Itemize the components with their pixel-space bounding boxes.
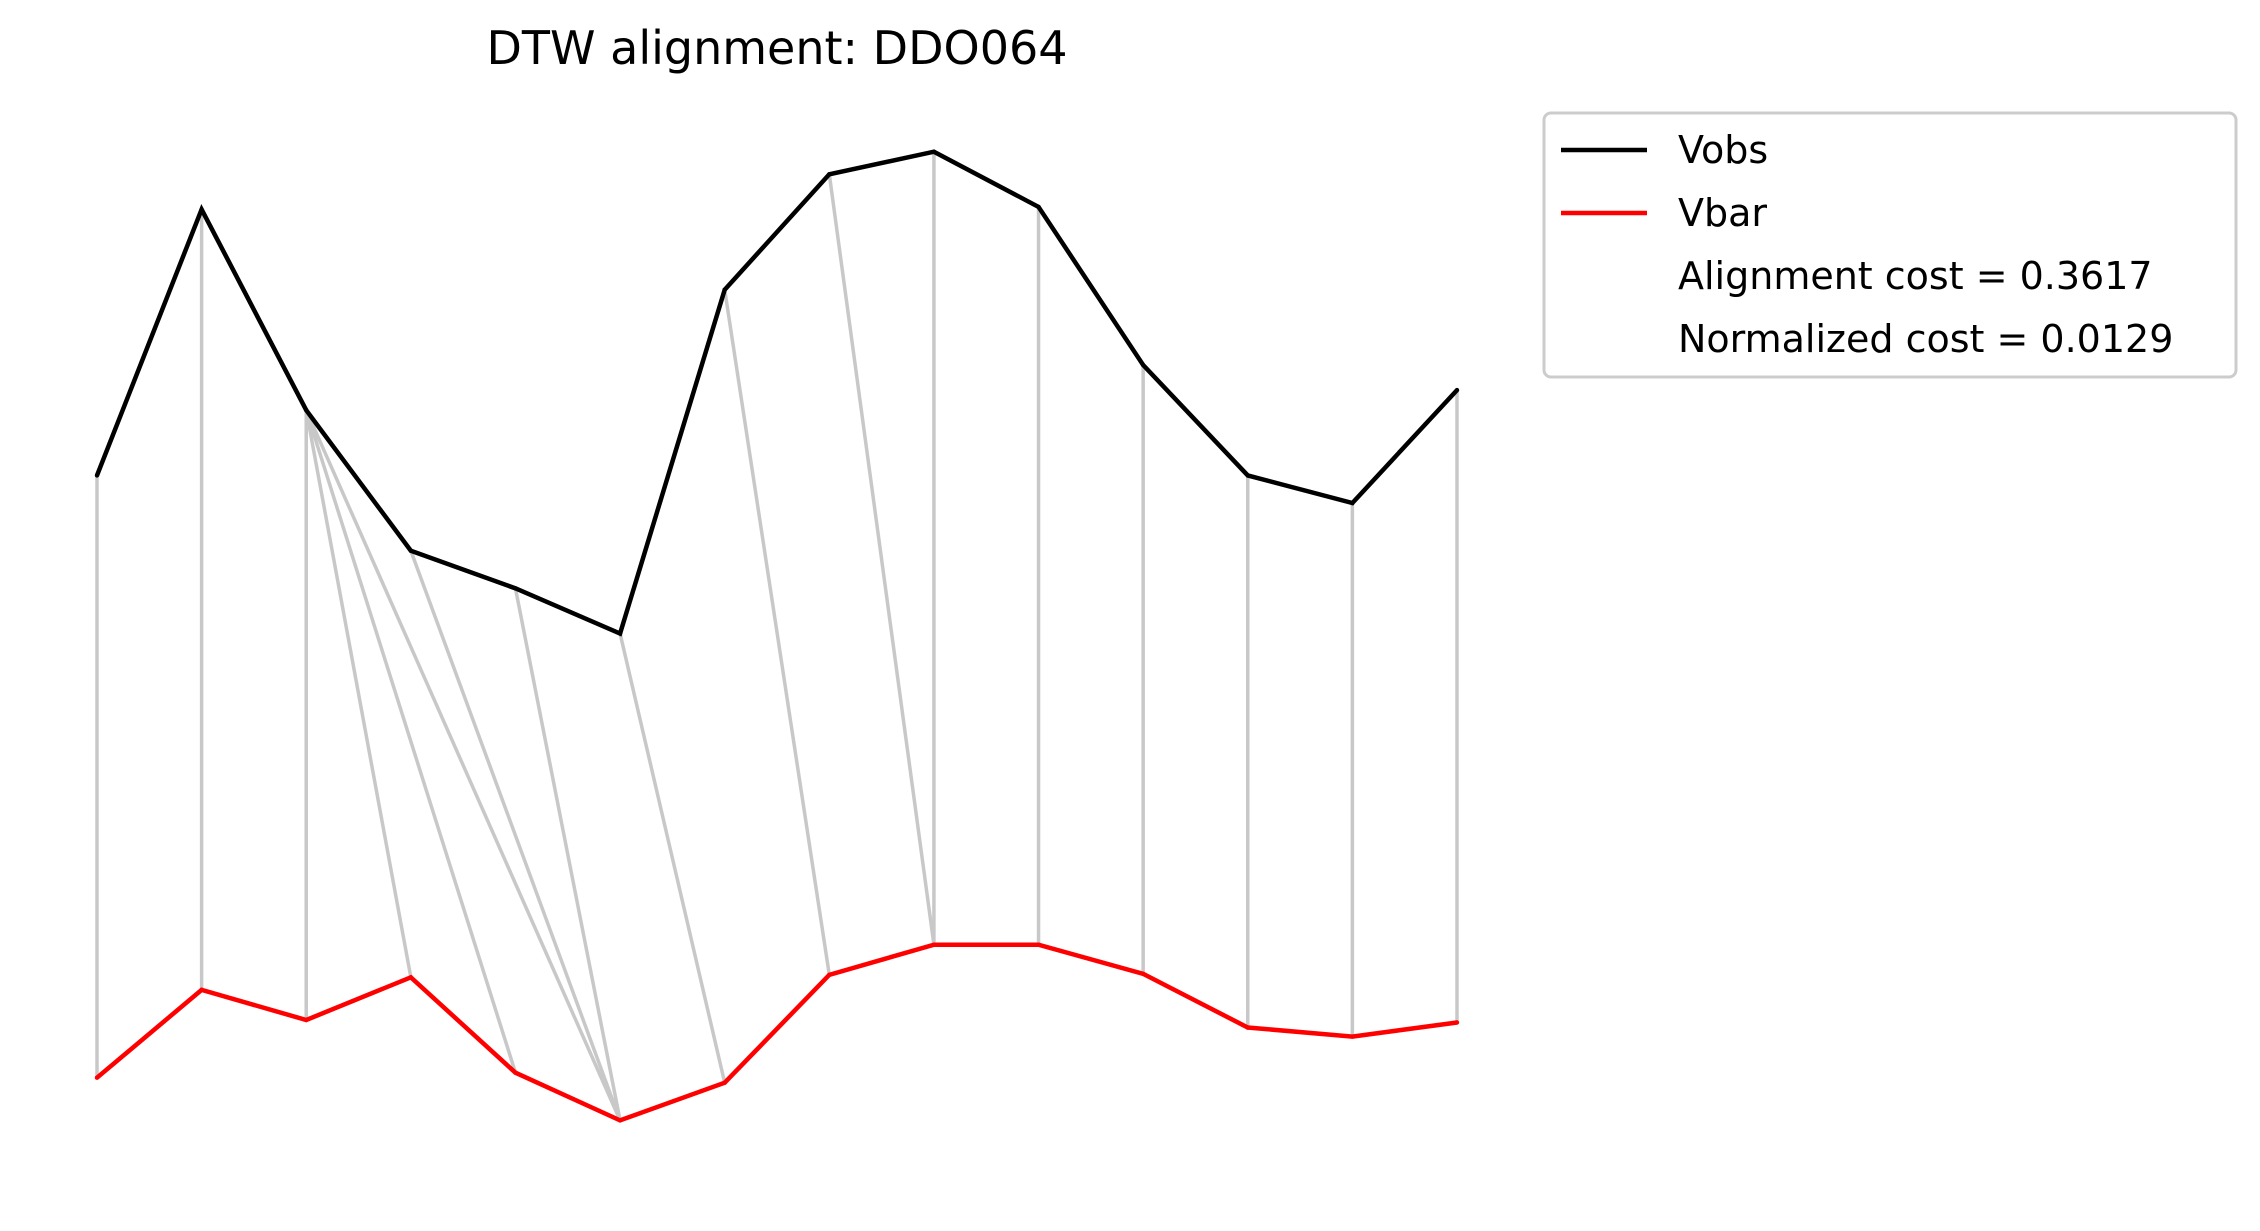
data-point-vbar-7 bbox=[827, 972, 832, 978]
data-point-vobs-13 bbox=[1454, 387, 1460, 393]
data-point-vobs-5 bbox=[617, 631, 623, 636]
data-point-vobs-11 bbox=[1245, 473, 1250, 478]
legend-label-2: Alignment cost = 0.3617 bbox=[1678, 254, 2153, 298]
series-lines bbox=[94, 149, 1460, 1123]
alignment-line-2-4 bbox=[304, 409, 518, 1074]
data-point-vbar-0 bbox=[94, 1075, 100, 1080]
legend-entries: Vobs Vbar Alignment cost = 0.3617 Normalize… bbox=[1561, 128, 2173, 361]
alignment-line-2-3 bbox=[304, 409, 413, 978]
data-point-vbar-5 bbox=[617, 1118, 623, 1123]
data-point-vbar-1 bbox=[199, 987, 204, 993]
data-point-vbar-13 bbox=[1454, 1020, 1460, 1025]
data-point-vobs-1 bbox=[199, 207, 204, 212]
data-point-vobs-12 bbox=[1350, 500, 1355, 506]
data-point-vobs-7 bbox=[827, 172, 832, 177]
data-point-vbar-9 bbox=[1036, 942, 1041, 947]
data-point-vobs-4 bbox=[513, 586, 518, 591]
chart-title: DTW alignment: DDO064 bbox=[487, 21, 1068, 75]
data-point-vbar-4 bbox=[513, 1070, 518, 1075]
legend: Vobs Vbar Alignment cost = 0.3617 Normalize… bbox=[1542, 111, 2238, 379]
data-point-vbar-2 bbox=[304, 1017, 309, 1023]
alignment-line-4-5 bbox=[513, 588, 622, 1121]
legend-label-0: Vobs bbox=[1678, 128, 1768, 172]
data-point-vbar-6 bbox=[722, 1080, 727, 1085]
alignment-line-2-5 bbox=[304, 409, 622, 1122]
legend-label-1: Vbar bbox=[1678, 191, 1767, 235]
legend-frame bbox=[1542, 111, 2238, 379]
data-point-vobs-9 bbox=[1036, 204, 1041, 210]
data-point-vobs-2 bbox=[304, 407, 309, 413]
data-point-vbar-8 bbox=[931, 942, 937, 947]
data-point-vbar-12 bbox=[1350, 1034, 1355, 1039]
data-point-vbar-10 bbox=[1140, 971, 1146, 977]
alignment-line-7-8 bbox=[827, 174, 936, 945]
data-point-vobs-3 bbox=[408, 548, 414, 553]
data-point-vbar-3 bbox=[408, 975, 414, 980]
data-point-vobs-8 bbox=[931, 149, 937, 154]
data-point-vobs-0 bbox=[94, 473, 100, 478]
alignment-lines bbox=[95, 151, 1459, 1122]
legend-label-3: Normalized cost = 0.0129 bbox=[1678, 317, 2173, 361]
alignment-line-6-7 bbox=[722, 289, 832, 976]
data-point-vbar-11 bbox=[1245, 1025, 1250, 1030]
series-line-vobs bbox=[94, 149, 1459, 637]
alignment-line-3-5 bbox=[409, 550, 622, 1121]
alignment-line-5-6 bbox=[618, 633, 727, 1084]
data-point-vobs-10 bbox=[1140, 362, 1146, 368]
series-line-vbar bbox=[95, 942, 1458, 1123]
data-point-vobs-6 bbox=[722, 287, 727, 292]
